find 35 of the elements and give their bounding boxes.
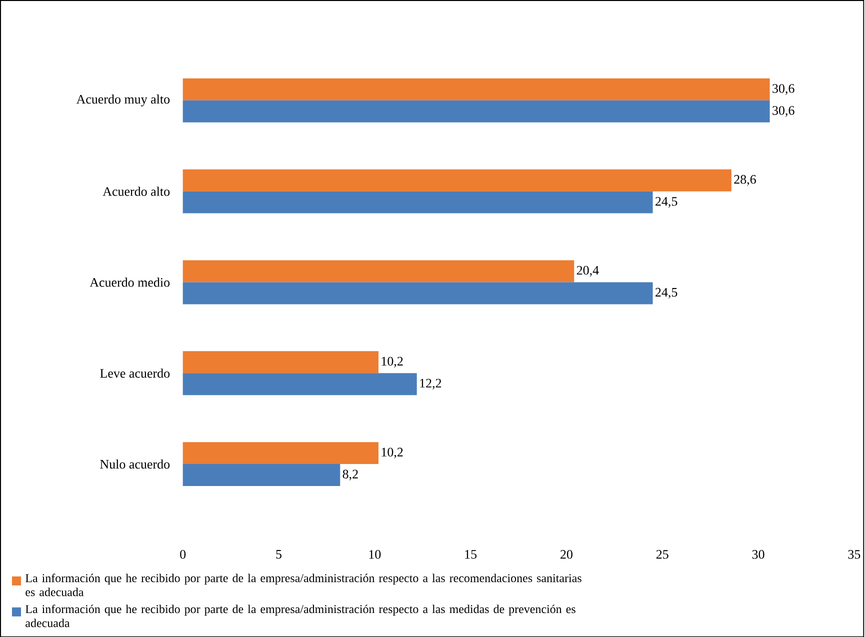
legend-label: La información que he recibido por parte de la empresa/administración respecto a las recomendaciones sanitarias es adecuada (26, 573, 582, 596)
y-tick-label: Acuerdo muy alto (76, 94, 170, 106)
bar (182, 442, 378, 464)
data-label: 10,2 (382, 356, 403, 368)
data-label: 12,2 (420, 378, 442, 390)
x-tick-label: 20 (560, 550, 572, 559)
data-label: 10,2 (382, 448, 403, 458)
bar (182, 191, 653, 214)
y-tick-label: Acuerdo alto (102, 186, 170, 196)
x-tick-label: 5 (276, 550, 282, 558)
data-label: 30,6 (772, 106, 794, 117)
x-tick-label: 25 (656, 550, 668, 559)
legend-label: La información que he recibido por parte de la empresa/administración respecto a las medidas de prevención es adecuada (26, 604, 576, 627)
x-tick-label: 0 (180, 550, 186, 559)
y-tick-label: Acuerdo medio (90, 277, 170, 287)
data-label: 24,5 (656, 288, 678, 298)
x-tick-label: 10 (369, 550, 381, 559)
bar (182, 282, 653, 304)
x-tick-label: 35 (848, 550, 860, 559)
data-label: 24,5 (656, 196, 678, 208)
y-tick-label: Nulo acuerdo (100, 459, 170, 468)
bar (182, 100, 770, 122)
x-tick-label: 30 (752, 550, 764, 559)
x-tick-label: 15 (465, 550, 477, 559)
bar (182, 260, 574, 282)
bar (182, 464, 340, 486)
bar (182, 169, 732, 192)
data-label: 30,6 (772, 84, 794, 95)
data-label: 20,4 (576, 266, 599, 276)
data-label: 28,6 (734, 174, 756, 186)
bar (182, 78, 770, 100)
bar (182, 372, 417, 395)
bar (182, 350, 378, 373)
data-label: 8,2 (342, 470, 358, 480)
y-tick-label: Leve acuerdo (100, 368, 170, 378)
